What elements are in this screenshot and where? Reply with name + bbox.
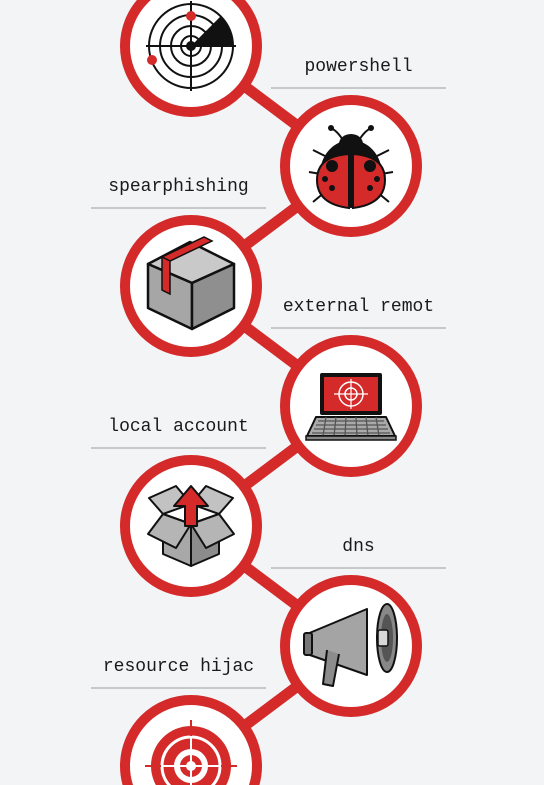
step-node <box>120 695 262 785</box>
step-label-resource-hijacking: resource hijac <box>102 657 255 677</box>
step-node <box>120 455 262 597</box>
label-divider <box>271 87 446 89</box>
radar-icon <box>146 1 236 91</box>
label-divider <box>91 447 266 449</box>
step-node <box>120 215 262 357</box>
label-divider <box>271 567 446 569</box>
step-label-external-remote: external remot <box>282 297 435 317</box>
crosshair-target-icon <box>145 720 237 785</box>
step-label-local-account: local account <box>108 417 249 437</box>
ladybug-icon <box>308 125 394 210</box>
label-divider <box>91 207 266 209</box>
megaphone-icon <box>303 603 398 687</box>
step-node <box>280 575 422 717</box>
label-divider <box>91 687 266 689</box>
step-label-spearphishing: spearphishing <box>108 177 249 197</box>
open-box-upload-icon <box>147 485 235 567</box>
step-node <box>280 95 422 237</box>
step-node <box>120 0 262 117</box>
step-node <box>280 335 422 477</box>
laptop-target-icon <box>305 373 397 441</box>
label-divider <box>271 327 446 329</box>
step-label-powershell: powershell <box>304 57 413 77</box>
step-label-dns: dns <box>342 537 375 557</box>
package-icon <box>146 236 236 331</box>
